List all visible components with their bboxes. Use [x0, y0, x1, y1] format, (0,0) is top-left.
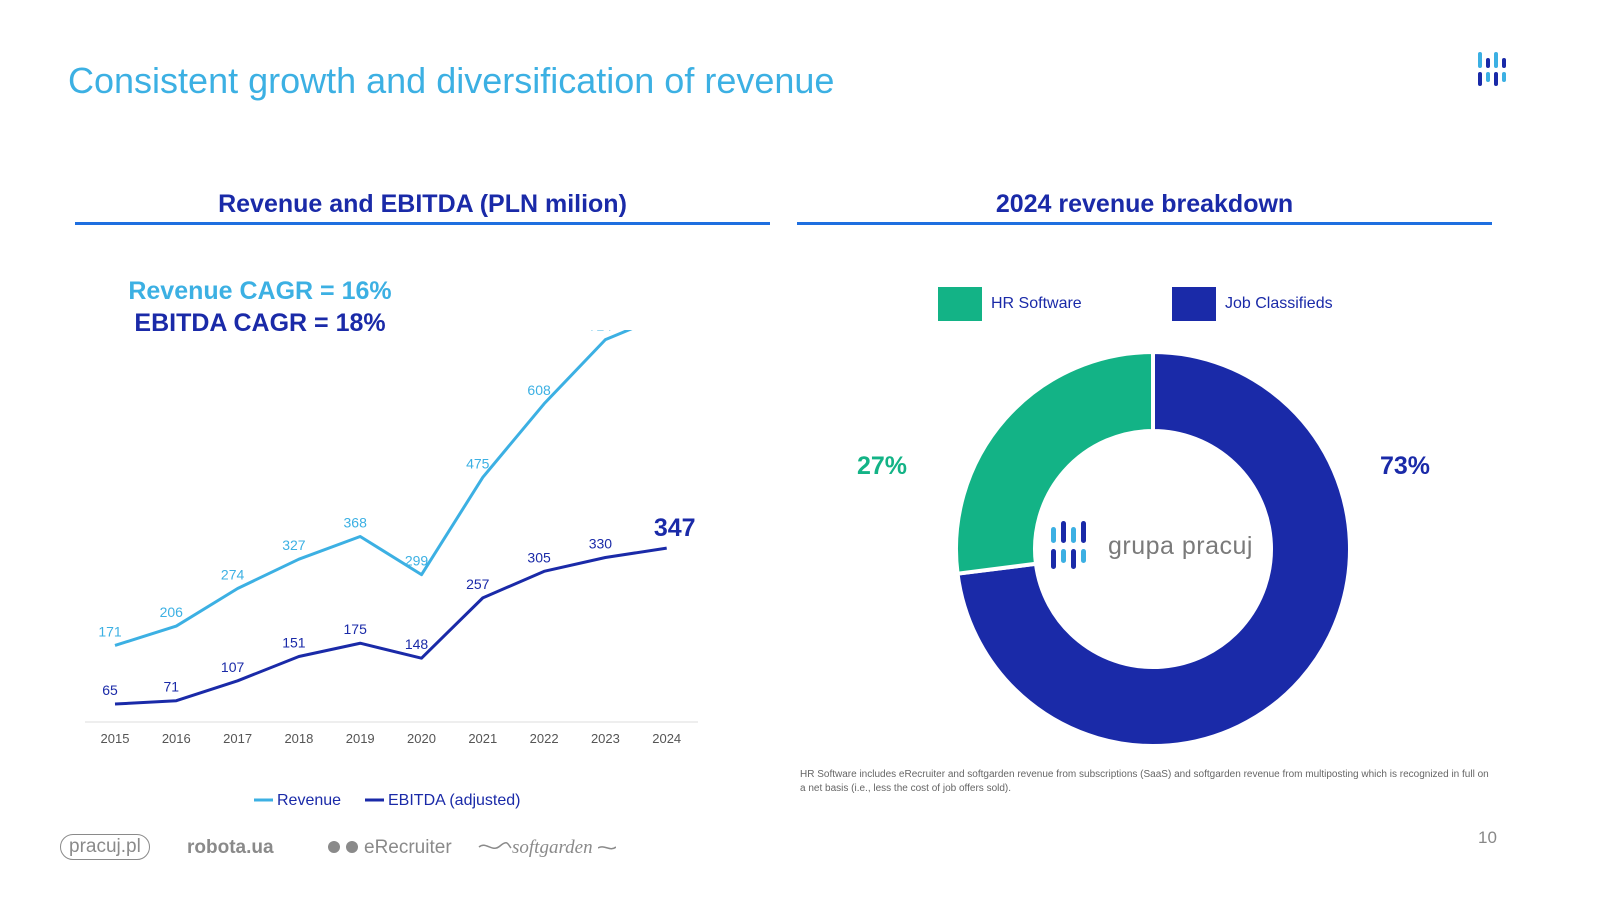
grupa-pracuj-center-logo-icon: [1051, 521, 1086, 569]
line-chart-title-rule: [75, 222, 770, 225]
revenue-data-label: 368: [344, 514, 368, 530]
legend-label-job-classifieds: Job Classifieds: [1225, 295, 1333, 312]
x-tick-label: 2024: [652, 731, 681, 746]
ebitda-data-label: 65: [102, 682, 118, 698]
revenue-data-label: 608: [527, 382, 551, 398]
legend-label-hr-software: HR Software: [991, 295, 1082, 312]
ebitda-data-label: 151: [282, 634, 306, 650]
revenue-data-label: 475: [466, 455, 490, 471]
page-number: 10: [1478, 828, 1497, 847]
erecruiter-dot-icon: [346, 841, 358, 853]
brand-softgarden: softgarden: [512, 837, 593, 858]
revenue-cagr-annotation: Revenue CAGR = 16%: [128, 277, 392, 305]
x-tick-label: 2021: [468, 731, 497, 746]
donut-chart-title-rule: [797, 222, 1492, 225]
donut-slice-job-classifieds: [955, 349, 1352, 748]
ebitda-data-label: 330: [589, 536, 613, 552]
donut-chart-title: 2024 revenue breakdown: [995, 190, 1294, 218]
ebitda-data-label: 148: [405, 636, 429, 652]
x-tick-label: 2022: [530, 731, 559, 746]
ebitda-data-label: 347: [654, 514, 696, 542]
x-tick-label: 2020: [407, 731, 436, 746]
center-logo-text: grupa pracuj: [1108, 532, 1253, 560]
line-chart-title: Revenue and EBITDA (PLN milion): [218, 190, 627, 218]
revenue-line: [114, 330, 633, 647]
legend-swatch-hr-software: [938, 287, 982, 321]
legend-label-ebitda: EBITDA (adjusted): [388, 792, 521, 809]
grupa-pracuj-logo-icon: [1478, 52, 1506, 86]
revenue-data-label: 724: [589, 330, 613, 334]
ebitda-data-label: 257: [466, 576, 490, 592]
x-tick-label: 2017: [223, 731, 252, 746]
revenue-data-label: 299: [405, 553, 429, 569]
ebitda-data-label: 71: [164, 679, 180, 695]
brand-erecruiter: eRecruiter: [364, 837, 452, 858]
x-tick-label: 2018: [284, 731, 313, 746]
legend-label-revenue: Revenue: [277, 792, 341, 809]
ebitda-line: [114, 546, 667, 706]
revenue-data-label: 327: [282, 537, 306, 553]
donut-chart: [954, 349, 1352, 748]
line-chart: 2015 2016 2017 2018 2019 2020 2021 2022 2023 2024…: [85, 330, 698, 809]
x-tick-label: 2015: [101, 731, 130, 746]
ebitda-data-label: 305: [527, 549, 551, 565]
revenue-data-label: 171: [98, 623, 122, 639]
donut-slice-hr-software: [954, 349, 1155, 576]
softgarden-swoosh-icon: [478, 842, 512, 850]
brand-robota-ua: robota.ua: [187, 837, 274, 858]
legend-swatch-job-classifieds: [1172, 287, 1216, 321]
slice-label-job-classifieds: 73%: [1380, 452, 1431, 480]
revenue-data-label: 206: [160, 604, 184, 620]
revenue-data-label: 274: [221, 566, 245, 582]
x-tick-label: 2023: [591, 731, 620, 746]
brand-pracuj-pl: pracuj.pl: [60, 834, 150, 860]
ebitda-data-label: 175: [344, 621, 368, 637]
footnote: HR Software includes eRecruiter and soft…: [800, 769, 1489, 794]
x-tick-label: 2016: [162, 731, 191, 746]
slice-label-hr-software: 27%: [857, 452, 908, 480]
ebitda-data-label: 107: [221, 659, 245, 675]
x-tick-label: 2019: [346, 731, 375, 746]
softgarden-tail-icon: [598, 846, 616, 850]
ebitda-cagr-annotation: EBITDA CAGR = 18%: [134, 309, 386, 337]
page-title: Consistent growth and diversification of…: [68, 60, 835, 101]
erecruiter-dot-icon: [328, 841, 340, 853]
